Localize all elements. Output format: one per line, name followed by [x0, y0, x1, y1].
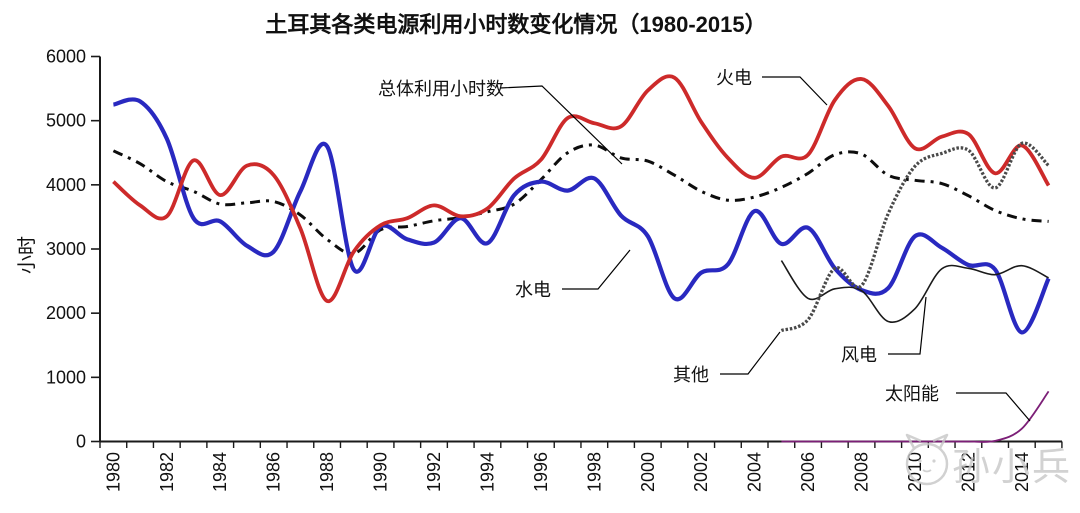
x-tick-label: 2014 — [1012, 452, 1032, 492]
series-leader-solar — [956, 392, 1031, 422]
y-tick-label: 6000 — [46, 47, 86, 67]
series-label-hydro: 水电 — [515, 280, 551, 300]
y-tick-marks — [91, 55, 100, 443]
y-tick-labels: 0 1000 2000 3000 4000 5000 6000 — [46, 47, 86, 452]
x-tick-label: 1982 — [157, 452, 177, 492]
series-total-line — [112, 143, 1049, 256]
chart-title: 土耳其各类电源利用小时数变化情况（1980-2015） — [265, 12, 766, 37]
series-thermal-line — [112, 74, 1051, 303]
series-leader-hydro — [562, 249, 631, 290]
y-axis-label: 小时 — [16, 236, 38, 274]
y-tick-label: 0 — [76, 432, 86, 452]
y-tick-label: 2000 — [46, 303, 86, 323]
series-label-wind: 风电 — [841, 345, 877, 365]
x-tick-label: 1990 — [371, 452, 391, 492]
x-tick-label: 1986 — [264, 452, 284, 492]
series-leader-other — [720, 331, 781, 375]
x-tick-label: 1984 — [210, 452, 230, 492]
x-tick-label: 1988 — [317, 452, 337, 492]
x-tick-marks — [99, 441, 1063, 448]
watermark-text: 孙小兵 — [952, 447, 1072, 489]
x-tick-label: 2012 — [958, 452, 978, 492]
x-tick-label: 2002 — [691, 452, 711, 492]
x-tick-label: 1980 — [103, 452, 123, 492]
series-other-line — [780, 141, 1050, 333]
y-tick-label: 3000 — [46, 239, 86, 259]
series-label-other: 其他 — [673, 365, 709, 385]
x-tick-label: 1998 — [584, 452, 604, 492]
watermark: 孙小兵 — [905, 433, 1072, 489]
series-solar-line — [781, 390, 1050, 443]
series-leader-wind — [888, 296, 927, 355]
x-tick-labels: 1980 1982 1984 1986 1988 1990 1992 1994 1996 1998… — [103, 452, 1031, 492]
x-tick-label: 1994 — [477, 452, 497, 492]
x-tick-label: 2000 — [638, 452, 658, 492]
series-leader-total — [499, 85, 623, 165]
series-lines — [112, 74, 1051, 443]
x-tick-label: 2008 — [852, 452, 872, 492]
x-tick-label: 1996 — [531, 452, 551, 492]
y-tick-label: 1000 — [46, 367, 86, 387]
x-tick-label: 2004 — [745, 452, 765, 492]
series-label-total: 总体利用小时数 — [378, 79, 504, 99]
series-leader-thermal — [762, 76, 828, 106]
cat-watermark-icon — [905, 433, 949, 486]
series-label-thermal: 火电 — [716, 68, 752, 88]
x-tick-label: 1992 — [424, 452, 444, 492]
x-tick-label: 2006 — [798, 452, 818, 492]
series-wind-line — [780, 260, 1049, 323]
y-tick-label: 5000 — [46, 111, 86, 131]
series-label-solar: 太阳能 — [885, 384, 939, 404]
series-hydro-line — [112, 97, 1051, 335]
y-tick-label: 4000 — [46, 175, 86, 195]
